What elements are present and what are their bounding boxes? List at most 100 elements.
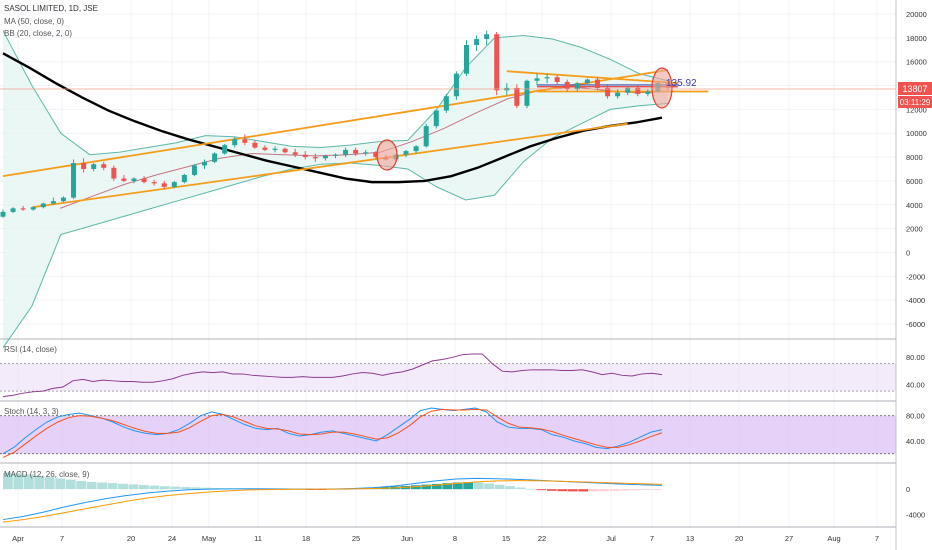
- macd-bar: [546, 489, 557, 491]
- bollinger-lower-line: [2, 102, 669, 349]
- rsi-pane[interactable]: [0, 353, 896, 398]
- candle: [0, 209, 6, 218]
- candle: [191, 164, 197, 177]
- candle: [71, 159, 77, 199]
- macd-bar: [107, 483, 118, 490]
- highlight-circle-breakout: [376, 139, 398, 171]
- rsi-tick-label: 80.00: [906, 353, 925, 362]
- macd-bar: [609, 489, 620, 491]
- macd-bar: [34, 475, 45, 490]
- macd-bar: [180, 487, 191, 490]
- candle: [514, 84, 520, 109]
- candle: [433, 109, 439, 129]
- time-tick-label: 11: [254, 534, 262, 543]
- candle: [544, 73, 550, 84]
- candle: [333, 153, 338, 159]
- stoch-tick-label: 40.00: [906, 437, 925, 446]
- macd-bar: [44, 477, 55, 490]
- stoch-k-line: [2, 407, 663, 455]
- time-tick-label: 20: [735, 534, 743, 543]
- candle: [262, 145, 268, 152]
- time-tick-label: Apr: [12, 534, 24, 543]
- macd-bar: [86, 481, 97, 490]
- time-tick-label: 7: [60, 534, 64, 543]
- candle: [443, 93, 449, 113]
- countdown-badge-bg: [898, 96, 932, 108]
- price-pane[interactable]: 135.92: [0, 30, 896, 349]
- time-tick-label: 15: [502, 534, 510, 543]
- macd-bar: [76, 480, 87, 490]
- candle: [202, 159, 208, 169]
- trend-lines: [2, 69, 709, 209]
- price-tick-label: -2000: [906, 272, 925, 281]
- candle: [101, 161, 107, 171]
- last-price-value: 13807: [902, 84, 927, 94]
- candle: [171, 180, 177, 189]
- macd-bar: [442, 483, 453, 490]
- candle: [615, 89, 621, 99]
- candle: [40, 202, 46, 209]
- candle: [141, 176, 147, 184]
- candle: [403, 149, 409, 158]
- rsi-legend: RSI (14, close): [4, 345, 57, 354]
- candle: [645, 89, 651, 97]
- price-axis[interactable]: 2000018000160001400012000100008000600040…: [906, 10, 927, 520]
- candle: [564, 79, 570, 92]
- macd-bar: [452, 482, 463, 490]
- candle: [635, 84, 641, 97]
- last-price-badge-bg: [898, 82, 932, 95]
- time-tick-label: 18: [302, 534, 310, 543]
- time-tick-label: 7: [875, 534, 879, 543]
- price-tick-label: 16000: [906, 58, 927, 67]
- macd-bar: [118, 483, 128, 490]
- candle: [494, 31, 500, 96]
- macd-bar: [473, 482, 484, 490]
- candle: [373, 151, 379, 159]
- candle: [423, 123, 429, 148]
- signal-line: [2, 480, 663, 523]
- macd-bar: [410, 485, 421, 490]
- trend-line: [506, 70, 679, 85]
- macd-bar: [431, 483, 442, 490]
- price-tick-label: 18000: [906, 34, 927, 43]
- candle: [292, 148, 298, 158]
- stoch-band: [0, 415, 896, 454]
- price-tick-label: -4000: [906, 296, 925, 305]
- candle: [625, 86, 631, 96]
- candle: [574, 81, 580, 92]
- candle: [121, 174, 127, 183]
- candle: [242, 134, 248, 146]
- candle: [91, 163, 97, 172]
- macd-bar: [159, 486, 170, 490]
- time-tick-label: 25: [352, 534, 360, 543]
- macd-bar: [65, 479, 76, 490]
- macd-bar: [567, 489, 578, 492]
- macd-bar: [55, 478, 66, 490]
- stochastic-pane[interactable]: [0, 407, 896, 458]
- trend-line: [33, 122, 628, 209]
- candle: [312, 153, 318, 162]
- macd-bar: [421, 484, 432, 490]
- candle: [30, 205, 36, 211]
- time-tick-label: 20: [127, 534, 135, 543]
- macd-bar: [149, 485, 160, 490]
- time-axis[interactable]: Apr 7 20 24 May 11 18 25 Jun 8 15 22 Jul 7 13 20 27 Aug 7: [12, 534, 879, 543]
- candle: [131, 177, 137, 184]
- macd-bar: [201, 487, 212, 490]
- time-tick-label: 27: [785, 534, 793, 543]
- candle: [554, 74, 560, 86]
- bollinger-fill: [3, 30, 668, 348]
- macd-bar: [515, 487, 526, 490]
- candle: [20, 205, 26, 211]
- macd-bar: [651, 489, 662, 490]
- time-tick-label: May: [202, 534, 216, 543]
- macd-bar: [463, 482, 474, 490]
- last-price-badge: 13807 03:11:29: [898, 82, 932, 108]
- macd-bar: [588, 489, 599, 492]
- macd-bar: [170, 486, 181, 490]
- candle: [181, 173, 187, 184]
- time-tick-label: Jul: [606, 534, 616, 543]
- candle: [413, 145, 419, 154]
- macd-pane[interactable]: [2, 472, 663, 523]
